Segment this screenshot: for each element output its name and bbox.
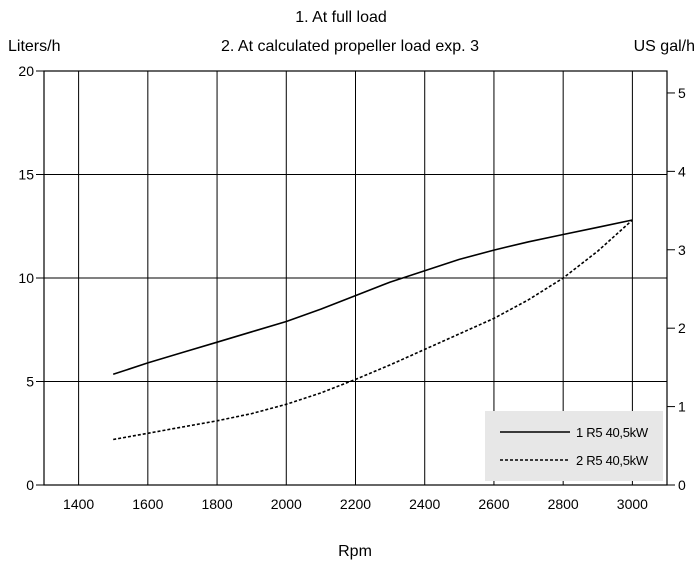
y-tick-label-right: 5: [678, 85, 686, 101]
y-tick-label-left: 0: [26, 477, 34, 493]
x-tick-label: 1800: [201, 496, 232, 512]
series-line-1: [112, 219, 633, 376]
y-tick-label-right: 3: [678, 242, 686, 258]
x-tick-label: 2000: [271, 496, 302, 512]
x-tick-label: 2600: [478, 496, 509, 512]
x-tick-label: 1400: [63, 496, 94, 512]
axis-ticks: 1400 1600 1800 2000 2200 2400 2600 2800 30000510…: [18, 63, 686, 512]
series-lines: [112, 219, 633, 441]
x-tick-label: 2800: [548, 496, 579, 512]
legend-label-series-2: 2 R5 40,5kW: [576, 453, 649, 468]
legend-label-series-1: 1 R5 40,5kW: [576, 425, 649, 440]
series-line-2: [113, 219, 633, 441]
y-tick-label-right: 0: [678, 477, 686, 493]
x-tick-label: 1600: [132, 496, 163, 512]
y-tick-label-right: 2: [678, 320, 686, 336]
chart-title-line-2: 2. At calculated propeller load exp. 3: [221, 38, 479, 55]
legend: 1 R5 40,5kW 2 R5 40,5kW: [485, 411, 663, 481]
y-axis-left-title: Liters/h: [8, 38, 60, 55]
y-tick-label-left: 10: [18, 270, 34, 286]
y-tick-label-right: 4: [678, 163, 686, 179]
x-tick-label: 2200: [340, 496, 371, 512]
y-tick-label-left: 20: [18, 63, 34, 79]
grid-lines: [44, 71, 667, 485]
plot-frame: [43, 70, 668, 486]
y-tick-label-right: 1: [678, 399, 686, 415]
y-tick-label-left: 15: [18, 167, 34, 183]
x-axis-title: Rpm: [338, 543, 372, 560]
y-axis-right-title: US gal/h: [634, 38, 695, 55]
chart-title-line-1: 1. At full load: [295, 9, 387, 26]
x-tick-label: 2400: [409, 496, 440, 512]
y-tick-label-left: 5: [26, 374, 34, 390]
x-tick-label: 3000: [617, 496, 648, 512]
legend-box: [485, 411, 663, 481]
